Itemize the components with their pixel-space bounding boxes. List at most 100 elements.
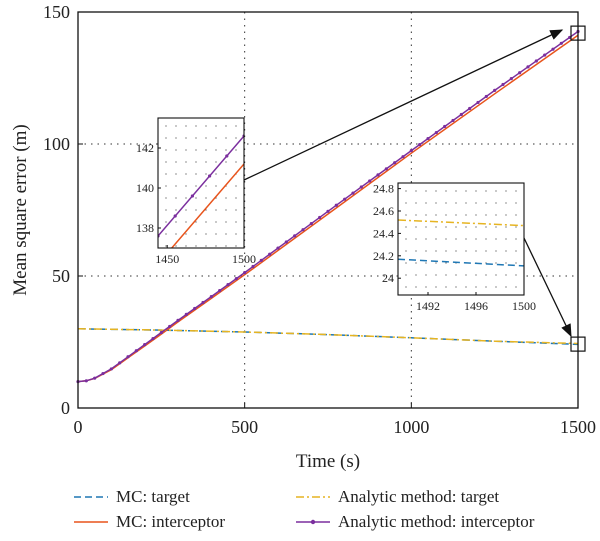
inset-grid-dot <box>205 125 207 127</box>
series-point-3 <box>476 100 480 105</box>
series-point-3 <box>559 41 563 45</box>
inset-grid-dot <box>235 137 237 139</box>
legend-item-0: MC: target <box>74 487 190 506</box>
inset-grid-dot <box>445 274 447 276</box>
inset-grid-dot <box>465 250 467 252</box>
inset-grid-dot <box>205 185 207 187</box>
inset-grid-dot <box>215 233 217 235</box>
inset-grid-dot <box>435 214 437 216</box>
inset-series-point-0 <box>208 174 212 178</box>
inset-grid-dot <box>505 190 507 192</box>
series-point-3 <box>401 155 405 159</box>
inset-series-line-1-0 <box>398 219 524 227</box>
series-point-3 <box>168 324 172 329</box>
series-point-3 <box>301 228 305 232</box>
inset-x-tick-label-0-0: 1450 <box>155 252 179 266</box>
inset-grid-dot <box>425 286 427 288</box>
series-point-3 <box>243 270 247 275</box>
inset-grid-dot <box>215 185 217 187</box>
inset-grid-dot <box>425 250 427 252</box>
inset-grid-dot <box>185 137 187 139</box>
inset-grid-dot <box>235 125 237 127</box>
series-point-3 <box>93 376 97 380</box>
series-point-3 <box>184 312 188 317</box>
inset-y-tick-label-0-2: 142 <box>136 141 154 155</box>
inset-grid-dot <box>165 209 167 211</box>
inset-grid-dot <box>185 149 187 151</box>
inset-grid-dot <box>475 190 477 192</box>
inset-grid-dot <box>185 173 187 175</box>
inset-grid-dot <box>495 250 497 252</box>
inset-grid-dot <box>475 274 477 276</box>
inset-grid-dot <box>175 161 177 163</box>
inset-grid-dot <box>515 238 517 240</box>
inset-grid-dot <box>405 226 407 228</box>
inset-grid-dot <box>425 238 427 240</box>
inset-grid-dot <box>235 197 237 199</box>
inset-grid-dot <box>475 250 477 252</box>
series-point-3 <box>384 167 388 171</box>
inset-grid-dot <box>195 125 197 127</box>
series-point-3 <box>151 336 155 341</box>
inset-y-tick-label-1-0: 24 <box>382 271 394 285</box>
series-point-3 <box>318 215 322 220</box>
inset-grid-dot <box>505 202 507 204</box>
y-tick-label-2: 100 <box>43 134 70 154</box>
inset-grid-dot <box>425 226 427 228</box>
inset-grid-dot <box>515 274 517 276</box>
series-point-3 <box>268 252 272 256</box>
series-point-3 <box>434 130 438 135</box>
inset-grid-dot <box>225 173 227 175</box>
inset-grid-dot <box>175 197 177 199</box>
series-point-3 <box>368 179 372 183</box>
inset-grid-dot <box>455 286 457 288</box>
y-axis-label: Mean square error (m) <box>10 124 31 295</box>
inset-grid-dot <box>495 190 497 192</box>
y-tick-label-1: 50 <box>52 266 70 286</box>
inset-grid-dot <box>415 262 417 264</box>
inset-grid-dot <box>425 262 427 264</box>
inset-grid-dot <box>215 209 217 211</box>
series-point-3 <box>393 161 397 165</box>
inset-bg-1 <box>398 183 524 295</box>
legend-label-0: MC: target <box>116 487 190 506</box>
inset-x-tick-label-0-1: 1500 <box>232 252 256 266</box>
inset-grid-dot <box>175 173 177 175</box>
series-point-3 <box>309 221 313 226</box>
series-point-3 <box>409 149 413 153</box>
legend-swatch-marker-3 <box>310 519 316 525</box>
series-point-3 <box>259 258 263 262</box>
inset-grid-dot <box>435 190 437 192</box>
inset-grid-dot <box>445 262 447 264</box>
inset-grid-dot <box>475 238 477 240</box>
series-point-3 <box>518 71 522 75</box>
inset-grid-dot <box>405 274 407 276</box>
inset-grid-dot <box>485 214 487 216</box>
legend-label-1: MC: interceptor <box>116 512 225 531</box>
series-point-3 <box>534 59 538 63</box>
inset-grid-dot <box>495 274 497 276</box>
inset-grid-dot <box>435 274 437 276</box>
inset-grid-dot <box>445 226 447 228</box>
inset-grid-dot <box>515 226 517 228</box>
inset-grid-dot <box>215 149 217 151</box>
inset-grid-dot <box>415 214 417 216</box>
inset-grid-dot <box>185 209 187 211</box>
inset-grid-dot <box>205 173 207 175</box>
inset-grid-dot <box>195 161 197 163</box>
series-point-3 <box>493 88 497 93</box>
series-point-3 <box>343 197 347 201</box>
inset-grid-dot <box>505 238 507 240</box>
inset-grid-dot <box>175 209 177 211</box>
series-point-3 <box>126 355 130 359</box>
series-point-3 <box>376 173 380 177</box>
legend-label-3: Analytic method: interceptor <box>338 512 535 531</box>
y-tick-label-0: 0 <box>61 398 70 418</box>
inset-grid-dot <box>465 190 467 192</box>
x-tick-label-2: 1000 <box>393 417 429 437</box>
inset-grid-dot <box>455 238 457 240</box>
inset-grid-dot <box>175 125 177 127</box>
inset-grid-dot <box>445 190 447 192</box>
inset-grid-dot <box>415 190 417 192</box>
inset-grid-dot <box>505 226 507 228</box>
